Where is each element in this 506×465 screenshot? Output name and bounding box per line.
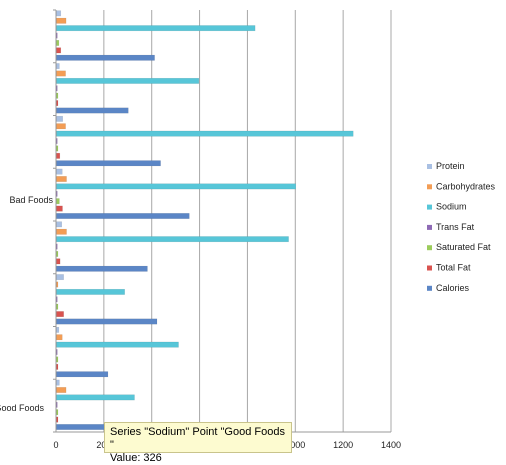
- bar-total-fat[interactable]: [56, 363, 59, 370]
- legend-entry: Carbohydrates: [436, 181, 496, 191]
- bar-protein[interactable]: [56, 115, 63, 122]
- bar-saturated-fat[interactable]: [56, 198, 60, 205]
- category-labels: Good Foods Bad Foods: [0, 195, 53, 413]
- bar-calories[interactable]: [56, 213, 190, 219]
- tooltip-line-2: Value: 326: [110, 452, 162, 464]
- bar-carbohydrates[interactable]: [56, 123, 66, 130]
- bar-protein[interactable]: [56, 63, 60, 70]
- bar-protein[interactable]: [56, 221, 63, 228]
- x-axis: 0200400600800100012001400: [53, 9, 401, 450]
- bar-total-fat[interactable]: [56, 311, 64, 318]
- legend-entry: Sodium: [436, 202, 467, 212]
- legend-entry: Trans Fat: [436, 222, 475, 232]
- legend-entry: Total Fat: [436, 263, 471, 273]
- bar-saturated-fat[interactable]: [56, 92, 59, 99]
- category-label: Good Foods: [0, 403, 44, 413]
- bar-protein[interactable]: [56, 274, 64, 281]
- x-tick-label: 0: [53, 440, 58, 450]
- legend-swatch: [427, 224, 432, 230]
- bar-trans-fat[interactable]: [56, 85, 58, 92]
- legend-entry: Protein: [436, 161, 465, 171]
- bar-total-fat[interactable]: [56, 100, 59, 107]
- bar-total-fat[interactable]: [56, 205, 63, 212]
- bar-sodium[interactable]: [56, 183, 297, 190]
- legend-swatch: [427, 184, 432, 190]
- bar-trans-fat[interactable]: [56, 138, 58, 145]
- bar-sodium[interactable]: [56, 341, 179, 348]
- bar-calories[interactable]: [56, 371, 109, 378]
- bar-saturated-fat[interactable]: [56, 145, 59, 152]
- bar-sodium[interactable]: [56, 394, 135, 401]
- bar-carbohydrates[interactable]: [56, 387, 67, 393]
- legend-entry: Calories: [436, 283, 470, 293]
- legend-swatch: [427, 285, 432, 291]
- bar-calories[interactable]: [56, 424, 107, 430]
- bar-protein[interactable]: [56, 379, 60, 386]
- x-tick-label: 1400: [381, 440, 401, 450]
- bar-carbohydrates[interactable]: [56, 17, 67, 24]
- legend: Protein Carbohydrates Sodium Trans Fat Satur…: [427, 161, 496, 293]
- bar-carbohydrates[interactable]: [56, 70, 66, 77]
- bar-total-fat[interactable]: [56, 258, 61, 265]
- bar-carbohydrates[interactable]: [56, 228, 67, 235]
- bar-carbohydrates[interactable]: [56, 334, 63, 341]
- bar-protein[interactable]: [56, 326, 60, 333]
- bar-sodium[interactable]: [56, 130, 354, 137]
- bar-calories[interactable]: [56, 265, 148, 272]
- bar-trans-fat[interactable]: [56, 190, 58, 197]
- bar-trans-fat[interactable]: [56, 32, 58, 39]
- category-label: Bad Foods: [9, 195, 53, 205]
- bar-protein[interactable]: [56, 168, 63, 175]
- bar-protein[interactable]: [56, 10, 62, 17]
- x-tick-label: 1000: [285, 440, 305, 450]
- legend-swatch: [427, 245, 432, 251]
- gridlines: [103, 10, 392, 432]
- bar-saturated-fat[interactable]: [56, 303, 59, 310]
- bar-sodium[interactable]: [56, 77, 200, 84]
- legend-swatch: [427, 265, 432, 271]
- bar-total-fat[interactable]: [56, 416, 59, 423]
- bar-sodium[interactable]: [56, 288, 125, 295]
- bar-chart: 0200400600800100012001400 Good FoodsBad …: [0, 9, 496, 450]
- x-tick-label: 200: [96, 440, 111, 450]
- tooltip: Series "Sodium" Point "Good Foods " Valu…: [104, 422, 292, 464]
- legend-swatch: [427, 204, 432, 210]
- bar-trans-fat[interactable]: [56, 243, 58, 250]
- bar-total-fat[interactable]: [56, 47, 62, 54]
- bar-trans-fat[interactable]: [56, 296, 58, 303]
- legend-entry: Saturated Fat: [436, 242, 491, 252]
- bar-calories[interactable]: [56, 318, 158, 325]
- bar-sodium[interactable]: [56, 236, 289, 243]
- bar-sodium[interactable]: [56, 25, 256, 32]
- bar-saturated-fat[interactable]: [56, 251, 59, 257]
- bar-calories[interactable]: [56, 160, 161, 167]
- bar-carbohydrates[interactable]: [56, 176, 67, 182]
- bar-saturated-fat[interactable]: [56, 409, 59, 416]
- bar-carbohydrates[interactable]: [56, 281, 59, 288]
- bar-saturated-fat[interactable]: [56, 40, 60, 46]
- bars: [56, 10, 354, 430]
- bar-calories[interactable]: [56, 107, 129, 114]
- bar-saturated-fat[interactable]: [56, 356, 59, 363]
- x-tick-label: 1200: [333, 440, 353, 450]
- legend-swatch: [427, 164, 432, 169]
- bar-calories[interactable]: [56, 54, 155, 61]
- bar-trans-fat[interactable]: [56, 349, 58, 356]
- bar-total-fat[interactable]: [56, 152, 61, 159]
- bar-trans-fat[interactable]: [56, 401, 58, 408]
- tooltip-line-1: Series "Sodium" Point "Good Foods ": [110, 426, 285, 451]
